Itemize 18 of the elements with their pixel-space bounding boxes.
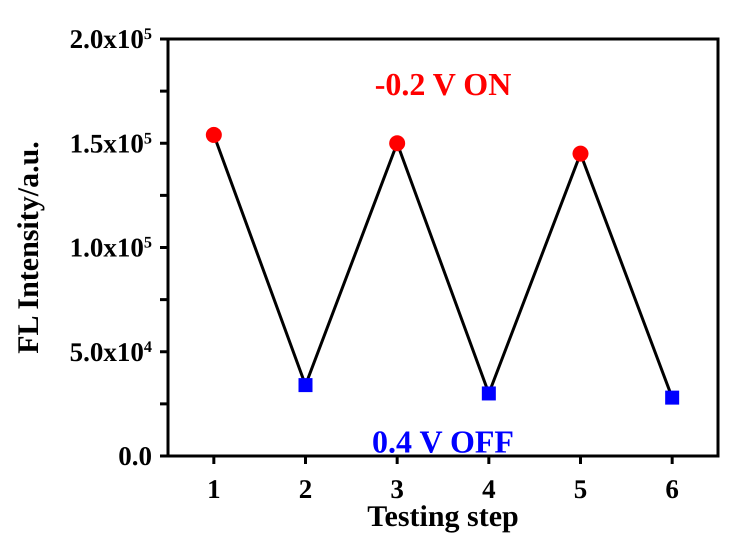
point [389, 135, 406, 152]
x-tick-label: 6 [665, 474, 679, 504]
point [298, 378, 312, 392]
y-tick-label: 0.0 [118, 441, 152, 471]
point [665, 390, 680, 405]
y-tick-label: 1.0x10$^{5}$ [70, 232, 152, 262]
series-label: -0.2 V ON [374, 66, 512, 102]
y-tick-label: 1.5x10$^{5}$ [70, 128, 152, 158]
point [482, 386, 496, 400]
x-tick-label: 5 [574, 474, 588, 504]
y-tick-label: 2.0x10$^{5}$ [70, 24, 152, 54]
x-tick-label: 1 [207, 474, 221, 504]
x-tick-label: 2 [298, 474, 312, 504]
point [206, 126, 222, 143]
y-tick-label: 5.0x10$^{4}$ [70, 336, 152, 367]
point [572, 146, 588, 162]
y-axis-title: FL Intensity/a.u. [12, 141, 45, 354]
series-label: 0.4 V OFF [372, 424, 514, 460]
